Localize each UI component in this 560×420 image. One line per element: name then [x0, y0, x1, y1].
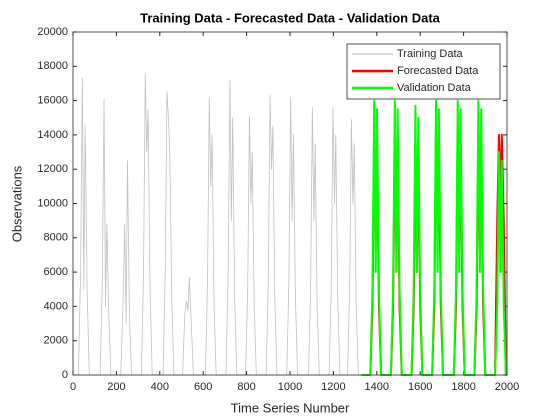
y-tick-label: 14000	[37, 129, 68, 141]
x-axis-label: Time Series Number	[231, 400, 350, 415]
y-axis-label: Observations	[9, 165, 24, 242]
series-line	[361, 99, 507, 376]
y-tick-label: 20000	[37, 26, 68, 38]
x-tick-label: 1600	[408, 381, 432, 393]
y-tick-label: 6000	[44, 266, 68, 278]
y-tick-label: 10000	[37, 197, 68, 209]
y-tick-label: 0	[62, 369, 68, 381]
y-tick-label: 12000	[37, 163, 68, 175]
y-tick-label: 16000	[37, 95, 68, 107]
x-tick-label: 200	[107, 381, 125, 393]
legend-label: Forecasted Data	[397, 65, 479, 77]
x-tick-label: 1400	[365, 381, 389, 393]
x-tick-label: 1200	[321, 381, 345, 393]
y-tick-label: 8000	[44, 232, 68, 244]
x-tick-label: 2000	[495, 381, 519, 393]
x-tick-label: 600	[194, 381, 212, 393]
y-tick-label: 4000	[44, 300, 68, 312]
legend-label: Training Data	[397, 48, 464, 60]
y-tick-label: 2000	[44, 335, 68, 347]
x-tick-label: 800	[237, 381, 255, 393]
x-tick-label: 0	[70, 381, 76, 393]
legend-label: Validation Data	[397, 82, 472, 94]
x-tick-label: 400	[151, 381, 169, 393]
x-tick-label: 1000	[278, 381, 302, 393]
chart-title: Training Data - Forecasted Data - Valida…	[140, 10, 441, 25]
axes-box	[72, 31, 508, 376]
y-tick-label: 18000	[37, 60, 68, 72]
x-tick-label: 1800	[451, 381, 475, 393]
